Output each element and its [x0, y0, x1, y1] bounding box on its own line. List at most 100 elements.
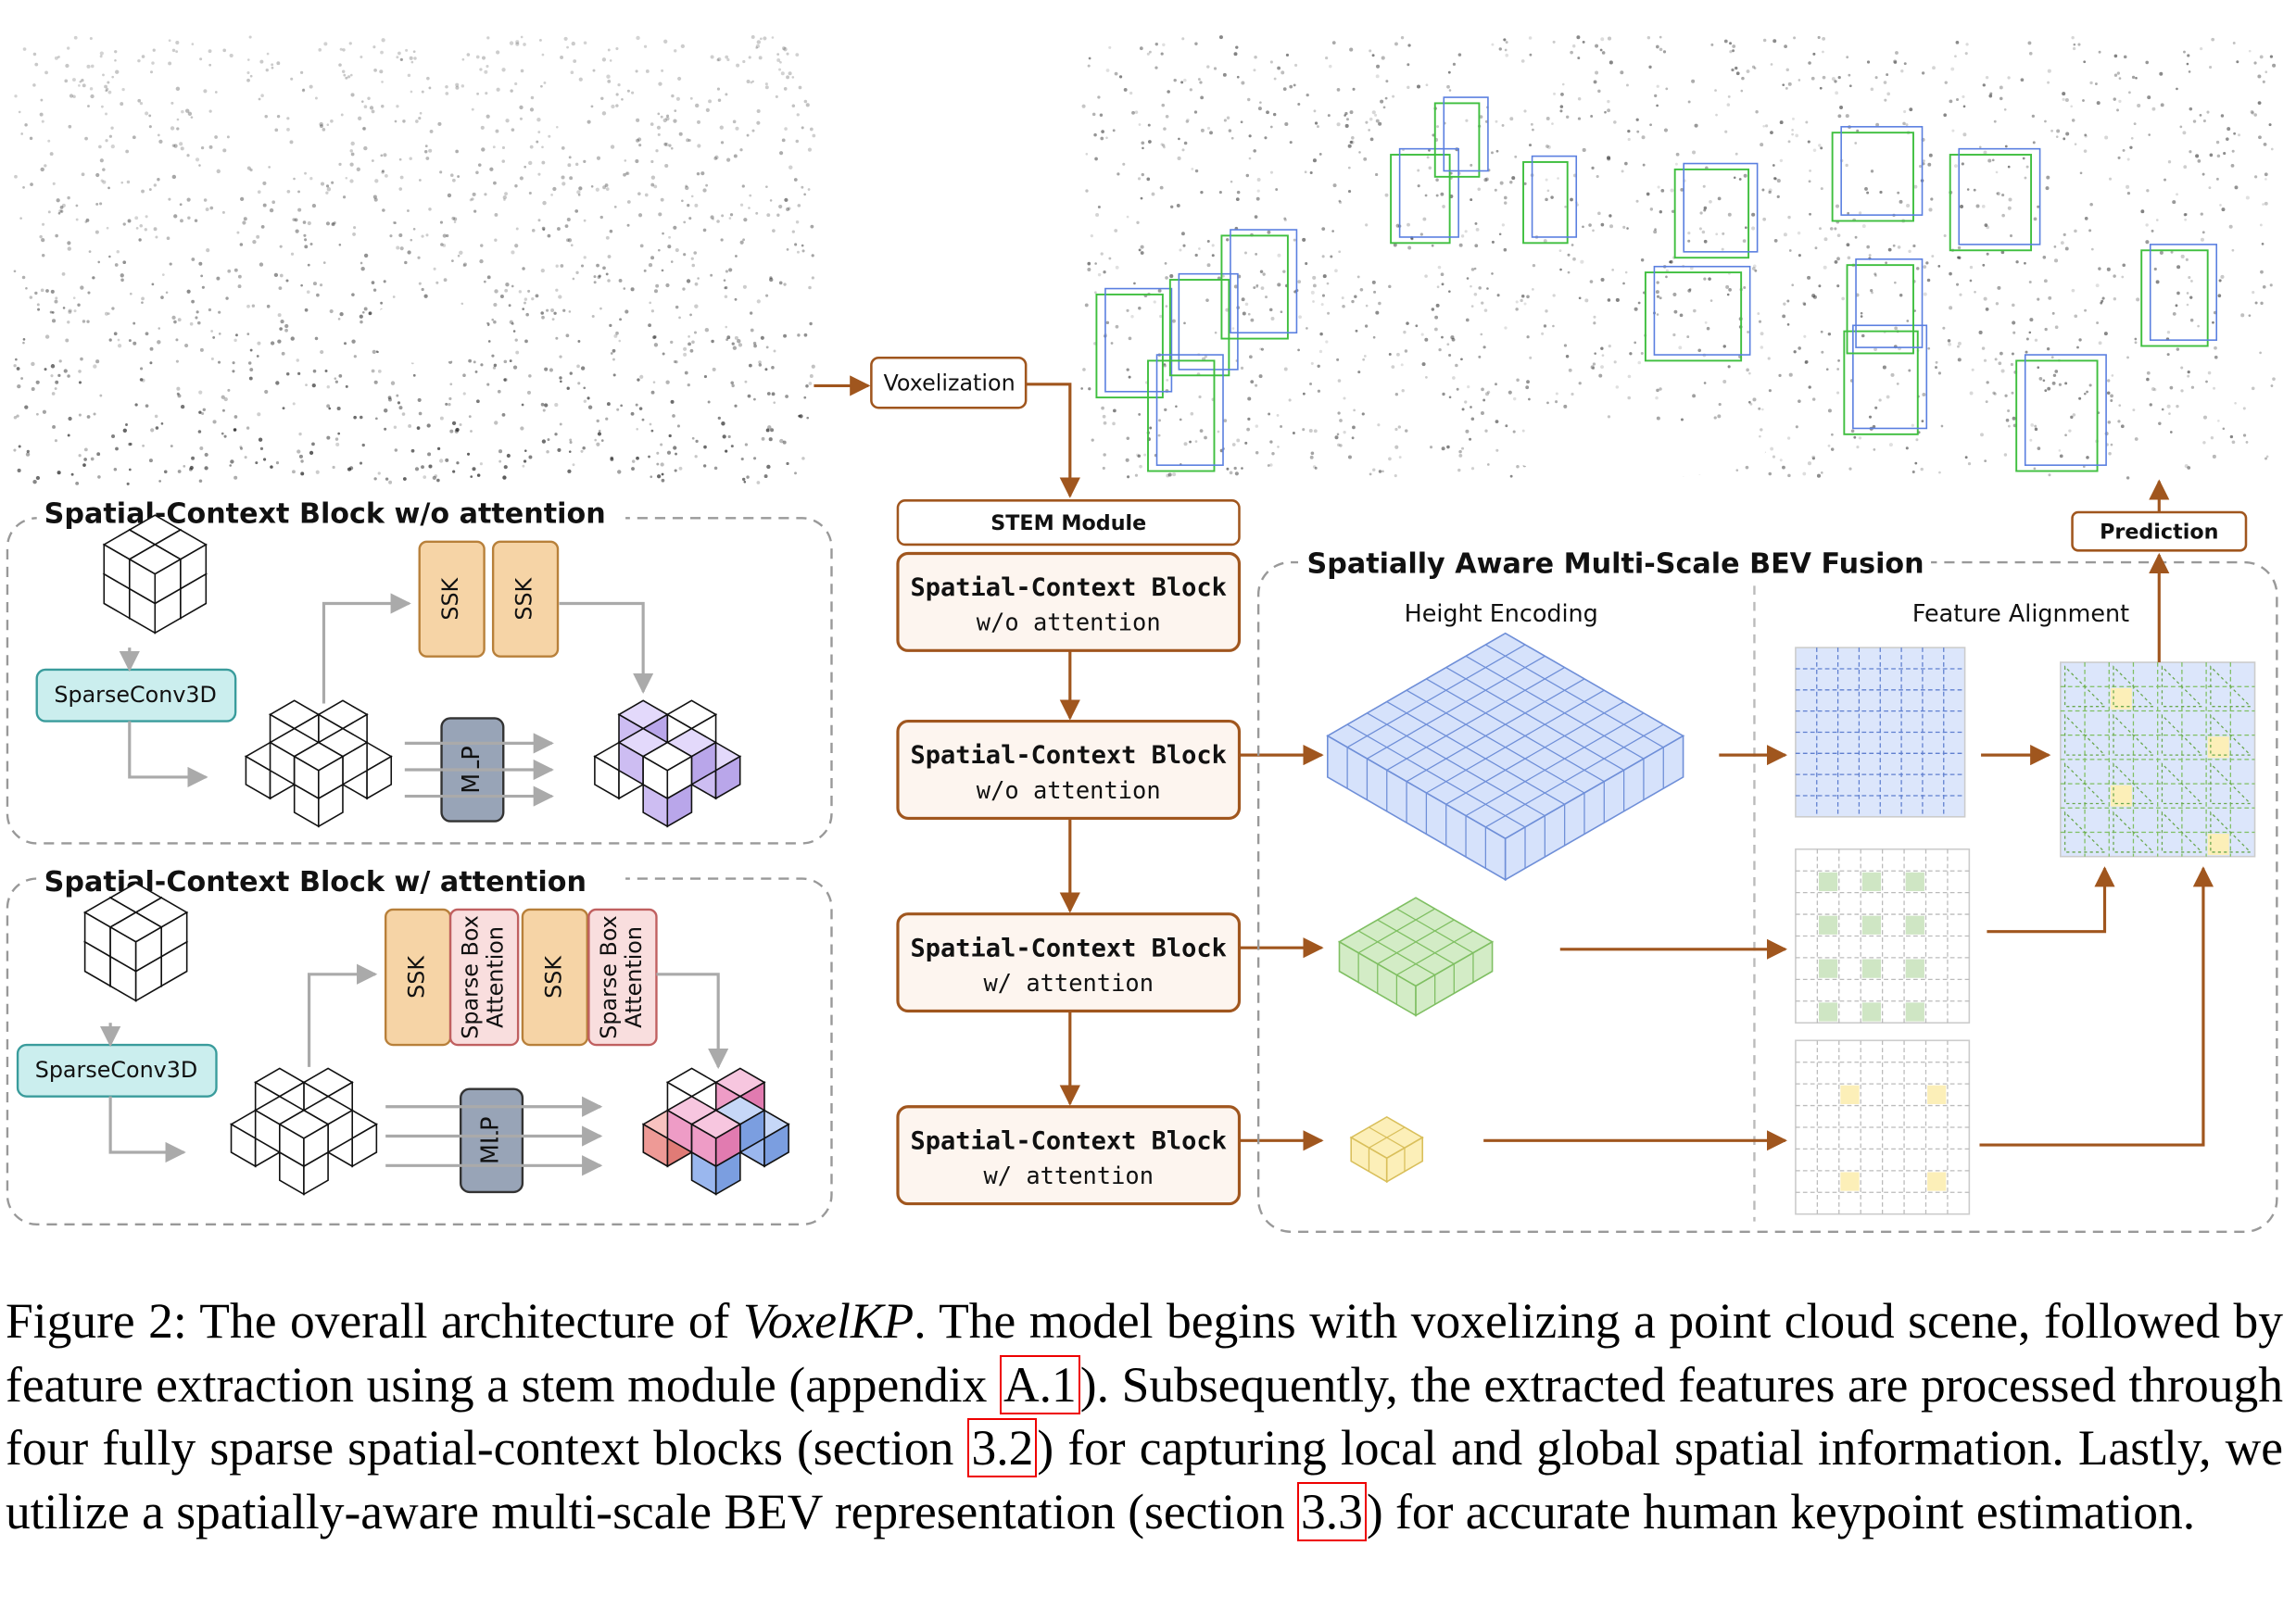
point [2028, 51, 2033, 56]
point [1985, 400, 1988, 404]
point [304, 245, 309, 249]
point [645, 69, 650, 73]
point [92, 276, 95, 280]
point [1866, 191, 1870, 195]
point [198, 390, 203, 395]
point [2184, 213, 2188, 217]
point [2046, 346, 2050, 351]
point [99, 394, 103, 397]
point [744, 380, 748, 383]
map-cell [1818, 872, 1838, 892]
point [2084, 308, 2088, 312]
point [2248, 314, 2252, 318]
point [2153, 387, 2157, 392]
point [397, 401, 401, 405]
point [1615, 385, 1620, 389]
point [1949, 306, 1953, 310]
point [691, 340, 695, 345]
point [529, 145, 534, 149]
point [398, 406, 403, 410]
point [1526, 335, 1530, 339]
point [1344, 114, 1346, 117]
point [541, 160, 546, 165]
point [1768, 188, 1772, 193]
point [1627, 374, 1632, 379]
point [1451, 337, 1456, 342]
point [1620, 70, 1624, 75]
point [643, 269, 647, 272]
point [351, 293, 355, 296]
point [1791, 117, 1795, 120]
point [1545, 309, 1548, 313]
point [751, 34, 755, 39]
point [256, 234, 260, 239]
point [1336, 433, 1340, 436]
reference-link[interactable]: A.1 [999, 1354, 1080, 1414]
point [1250, 380, 1255, 383]
point [613, 333, 618, 338]
point [1099, 113, 1104, 118]
point [541, 315, 545, 320]
point [567, 469, 572, 473]
point [286, 189, 291, 194]
point [1452, 62, 1457, 66]
point [360, 461, 363, 465]
point [1325, 340, 1329, 344]
point [781, 138, 786, 143]
point [1854, 235, 1858, 239]
point [503, 378, 507, 382]
point [2089, 202, 2093, 207]
point [583, 386, 587, 390]
point [536, 118, 541, 122]
point [1803, 302, 1807, 306]
point [607, 279, 611, 283]
point [49, 310, 53, 314]
point [84, 220, 88, 223]
point [731, 342, 735, 346]
point [787, 207, 791, 210]
point [1446, 445, 1450, 449]
point [1339, 419, 1343, 422]
point [271, 63, 274, 67]
point [1886, 395, 1890, 399]
point [1440, 272, 1444, 277]
point [457, 175, 460, 178]
detection-box [1095, 293, 1164, 399]
reference-link[interactable]: 3.3 [1296, 1481, 1367, 1541]
point [1847, 256, 1851, 260]
point [405, 48, 409, 52]
point [179, 142, 183, 146]
point [1498, 47, 1502, 51]
point [1343, 396, 1346, 400]
slab-grid [1367, 712, 1545, 817]
point [233, 475, 238, 480]
point [177, 318, 182, 322]
point [1665, 269, 1669, 272]
point [1545, 197, 1548, 202]
point [1567, 270, 1571, 274]
point [1886, 92, 1890, 96]
point [319, 124, 323, 129]
reference-link[interactable]: 3.2 [967, 1418, 1038, 1478]
point [349, 149, 353, 153]
point [1314, 121, 1318, 125]
point [520, 69, 524, 73]
detection-box [1178, 272, 1239, 371]
slab-grid [1426, 689, 1605, 794]
point [655, 149, 659, 153]
point [1679, 313, 1684, 318]
point [671, 94, 675, 98]
point [2088, 229, 2092, 232]
point [1282, 270, 1286, 273]
point [2011, 352, 2014, 356]
point [201, 285, 205, 289]
point [246, 426, 250, 430]
map-cell [1818, 915, 1838, 935]
point [222, 48, 227, 53]
point [1473, 267, 1477, 270]
point [113, 332, 118, 336]
point [1985, 75, 1989, 80]
point [1381, 56, 1385, 60]
point [1458, 453, 1463, 458]
